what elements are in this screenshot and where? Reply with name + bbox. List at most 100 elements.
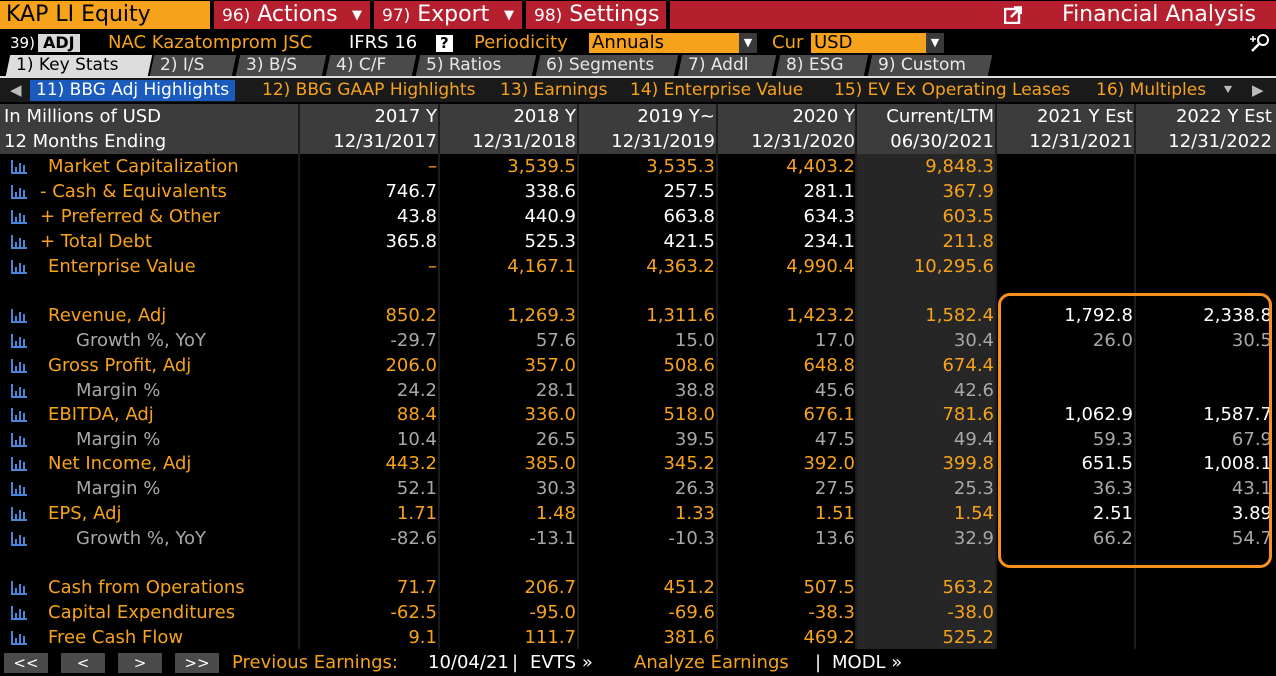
cell-2019[interactable]: 15.0 (674, 330, 715, 351)
cell-2019[interactable]: 663.8 (663, 206, 715, 227)
cell-2017[interactable]: -62.5 (390, 602, 437, 623)
column-header-2021-est[interactable]: 2021 Y Est (1036, 106, 1133, 127)
cell-2018[interactable]: 4,167.1 (507, 256, 576, 277)
actions-menu[interactable]: 96) Actions ▼ (214, 1, 370, 29)
cell-2017[interactable]: – (428, 256, 437, 277)
cell-2018[interactable]: 357.0 (524, 355, 576, 376)
cell-2020[interactable]: 4,403.2 (786, 156, 855, 177)
cell-2019[interactable]: 508.6 (663, 355, 715, 376)
bar-chart-icon[interactable] (10, 333, 28, 349)
column-header-2019[interactable]: 2019 Y~ (637, 106, 715, 127)
cell-2020[interactable]: 234.1 (803, 231, 855, 252)
subtab-enterprise-value[interactable]: 14) Enterprise Value (630, 80, 804, 100)
table-row[interactable]: Margin % 52.1 30.3 26.3 27.5 25.3 36.3 43.1 (0, 476, 1276, 501)
cell-2020[interactable]: 27.5 (814, 478, 855, 499)
column-header-2018[interactable]: 2018 Y (513, 106, 576, 127)
table-row[interactable]: Enterprise Value – 4,167.1 4,363.2 4,990.4 10… (0, 254, 1276, 279)
table-row[interactable]: Gross Profit, Adj 206.0 357.0 508.6 648.8 674… (0, 353, 1276, 378)
bar-chart-icon[interactable] (10, 531, 28, 547)
cell-2018[interactable]: 57.6 (535, 330, 576, 351)
bar-chart-icon[interactable] (10, 383, 28, 399)
cell-ltm[interactable]: 211.8 (942, 231, 994, 252)
bar-chart-icon[interactable] (10, 456, 28, 472)
cell-2017[interactable]: 10.4 (396, 429, 437, 450)
cell-2019[interactable]: 26.3 (674, 478, 715, 499)
table-row[interactable]: Cash from Operations 71.7 206.7 451.2 507.5 5… (0, 575, 1276, 600)
cell-2019[interactable]: 1,311.6 (646, 305, 715, 326)
cell-2017[interactable]: 206.0 (385, 355, 437, 376)
bar-chart-icon[interactable] (10, 407, 28, 423)
cell-2018[interactable]: 26.5 (535, 429, 576, 450)
cell-2019[interactable]: 39.5 (674, 429, 715, 450)
cell-2018[interactable]: -95.0 (529, 602, 576, 623)
table-row[interactable]: Capital Expenditures -62.5 -95.0 -69.6 -38.3… (0, 600, 1276, 625)
cell-ltm[interactable]: 525.2 (942, 627, 994, 648)
cell-2017[interactable]: 9.1 (408, 627, 437, 648)
currency-select[interactable]: USD (811, 33, 926, 53)
table-row[interactable]: Revenue, Adj 850.2 1,269.3 1,311.6 1,423.2 1,… (0, 303, 1276, 328)
cell-2020[interactable]: 1,423.2 (786, 305, 855, 326)
cell-2017[interactable]: 850.2 (385, 305, 437, 326)
cell-ltm[interactable]: 781.6 (942, 404, 994, 425)
cell-2019[interactable]: 381.6 (663, 627, 715, 648)
cell-2019[interactable]: 4,363.2 (646, 256, 715, 277)
cell-2018[interactable]: 525.3 (524, 231, 576, 252)
cell-2019[interactable]: -10.3 (668, 528, 715, 549)
cell-2017[interactable]: 52.1 (396, 478, 437, 499)
cell-2019[interactable]: 38.8 (674, 380, 715, 401)
cell-2017[interactable]: 88.4 (396, 404, 437, 425)
cell-2018[interactable]: 440.9 (524, 206, 576, 227)
cell-2019[interactable]: -69.6 (668, 602, 715, 623)
cell-ltm[interactable]: 399.8 (942, 453, 994, 474)
last-page-button[interactable]: >> (175, 653, 219, 673)
modl-link[interactable]: MODL » (832, 652, 903, 673)
cell-ltm[interactable]: 10,295.6 (913, 256, 994, 277)
cell-ltm[interactable]: 1,582.4 (925, 305, 994, 326)
cell-2017[interactable]: 443.2 (385, 453, 437, 474)
cell-2017[interactable]: -82.6 (390, 528, 437, 549)
cell-ltm[interactable]: 674.4 (942, 355, 994, 376)
scroll-left-icon[interactable]: ◀ (10, 81, 22, 99)
cell-2022-est[interactable]: 43.1 (1231, 478, 1272, 499)
cell-2017[interactable]: 746.7 (385, 181, 437, 202)
subtab-bbg-adj-highlights[interactable]: 11) BBG Adj Highlights (30, 80, 236, 101)
tab-custom[interactable]: 9) Custom (867, 55, 993, 76)
table-row[interactable]: Growth %, YoY -29.7 57.6 15.0 17.0 30.4 26.0 30… (0, 328, 1276, 353)
subtab-multiples[interactable]: 16) Multiples (1096, 80, 1207, 100)
cell-ltm[interactable]: 603.5 (942, 206, 994, 227)
adj-badge[interactable]: ADJ (38, 34, 80, 52)
cell-ltm[interactable]: 32.9 (953, 528, 994, 549)
column-header-2022-est[interactable]: 2022 Y Est (1175, 106, 1272, 127)
cell-2021-est[interactable]: 59.3 (1092, 429, 1133, 450)
cell-2019[interactable]: 421.5 (663, 231, 715, 252)
scroll-right-icon[interactable]: ▶ (1252, 81, 1264, 99)
cell-ltm[interactable]: 49.4 (953, 429, 994, 450)
cell-2019[interactable]: 451.2 (663, 577, 715, 598)
bar-chart-icon[interactable] (10, 358, 28, 374)
zoom-icon[interactable] (1248, 33, 1272, 53)
cell-2020[interactable]: 507.5 (803, 577, 855, 598)
cell-2022-est[interactable]: 67.9 (1231, 429, 1272, 450)
cell-2020[interactable]: 281.1 (803, 181, 855, 202)
table-row[interactable]: Net Income, Adj 443.2 385.0 345.2 392.0 399.8… (0, 451, 1276, 476)
cell-2017[interactable]: 71.7 (396, 577, 437, 598)
cell-2022-est[interactable]: 3.89 (1231, 503, 1272, 524)
subtab-earnings[interactable]: 13) Earnings (500, 80, 608, 100)
bar-chart-icon[interactable] (10, 605, 28, 621)
column-header-2020[interactable]: 2020 Y (792, 106, 855, 127)
bar-chart-icon[interactable] (10, 159, 28, 175)
cell-2017[interactable]: 365.8 (385, 231, 437, 252)
cell-2020[interactable]: 47.5 (814, 429, 855, 450)
cell-2021-est[interactable]: 2.51 (1092, 503, 1133, 524)
cell-ltm[interactable]: -38.0 (947, 602, 994, 623)
cell-ltm[interactable]: 30.4 (953, 330, 994, 351)
cell-2020[interactable]: 13.6 (814, 528, 855, 549)
cell-2017[interactable]: – (428, 156, 437, 177)
help-icon[interactable]: ? (436, 35, 453, 52)
tab-segments[interactable]: 6) Segments (535, 55, 679, 76)
popout-icon[interactable] (1004, 6, 1022, 24)
cell-ltm[interactable]: 42.6 (953, 380, 994, 401)
table-row[interactable]: Margin % 24.2 28.1 38.8 45.6 42.6 (0, 378, 1276, 403)
cell-2018[interactable]: 336.0 (524, 404, 576, 425)
bar-chart-icon[interactable] (10, 209, 28, 225)
